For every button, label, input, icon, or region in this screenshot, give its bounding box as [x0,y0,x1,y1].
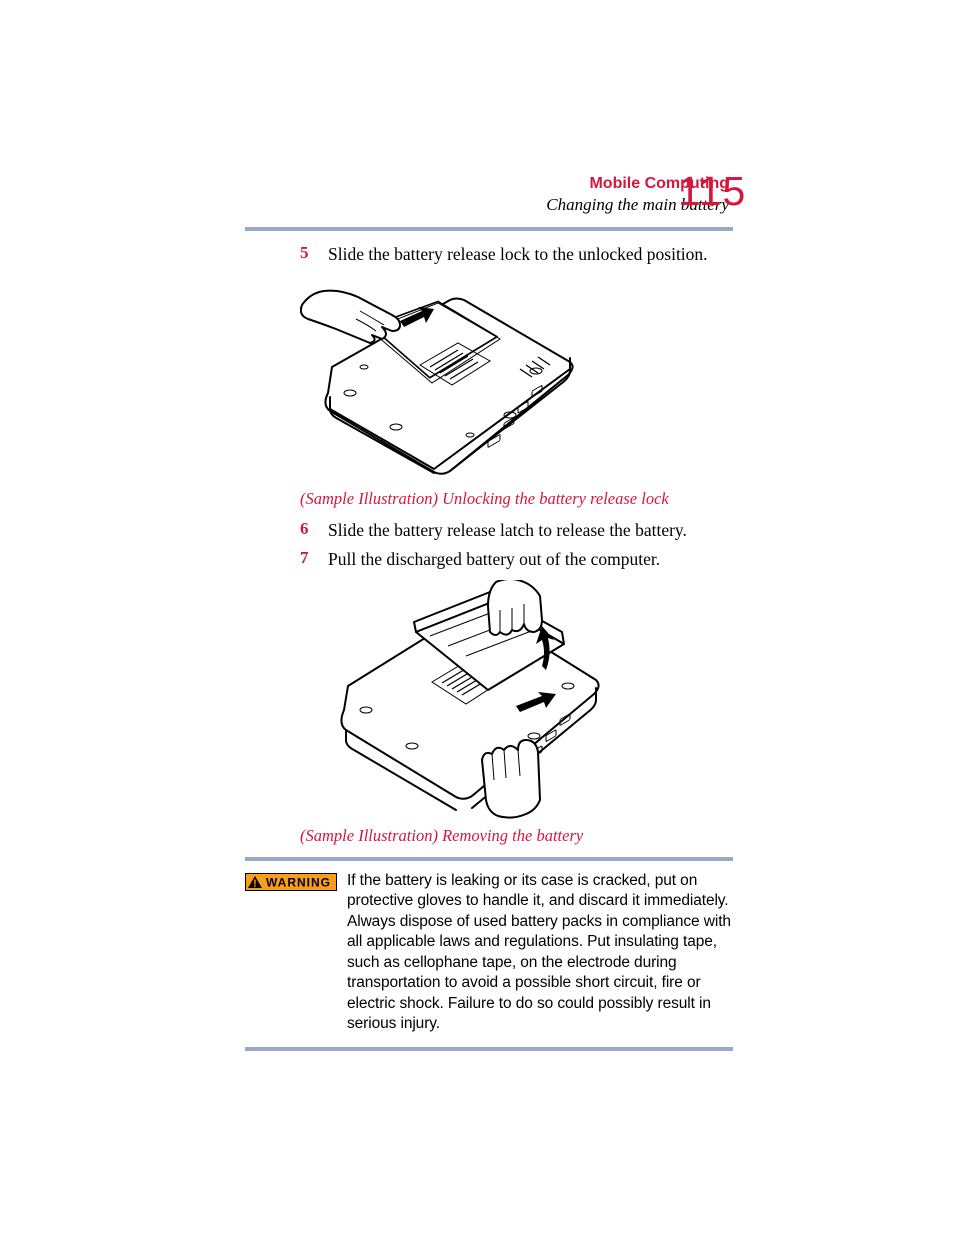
step-number: 5 [300,243,328,263]
step-6: 6 Slide the battery release latch to rel… [300,519,735,543]
warning-label-text: WARNING [266,876,331,890]
warning-text: If the battery is leaking or its case is… [347,871,733,1035]
figure-remove-battery [320,580,735,820]
figure-unlock-lock [300,275,735,483]
page-number: 115 [678,168,746,215]
step-text: Slide the battery release latch to relea… [328,519,687,543]
content-area: 5 Slide the battery release lock to the … [300,243,735,856]
warning-row: ! WARNING If the battery is leaking or i… [245,871,733,1035]
step-5: 5 Slide the battery release lock to the … [300,243,735,267]
laptop-remove-illustration-icon [320,580,610,820]
warning-block: ! WARNING If the battery is leaking or i… [245,857,733,1051]
header-rule [245,227,733,231]
warning-rule-bottom [245,1047,733,1051]
step-7: 7 Pull the discharged battery out of the… [300,548,735,572]
step-text: Pull the discharged battery out of the c… [328,548,660,572]
warning-rule-top [245,857,733,861]
page: Mobile Computing Changing the main batte… [0,0,954,1235]
laptop-unlock-illustration-icon [300,275,580,483]
svg-text:!: ! [253,878,257,890]
figure-caption-2: (Sample Illustration) Removing the batte… [300,826,735,846]
warning-badge: ! WARNING [245,873,337,891]
step-text: Slide the battery release lock to the un… [328,243,708,267]
step-number: 7 [300,548,328,568]
warning-badge-icon: ! WARNING [245,873,337,891]
figure-caption-1: (Sample Illustration) Unlocking the batt… [300,489,735,509]
step-number: 6 [300,519,328,539]
